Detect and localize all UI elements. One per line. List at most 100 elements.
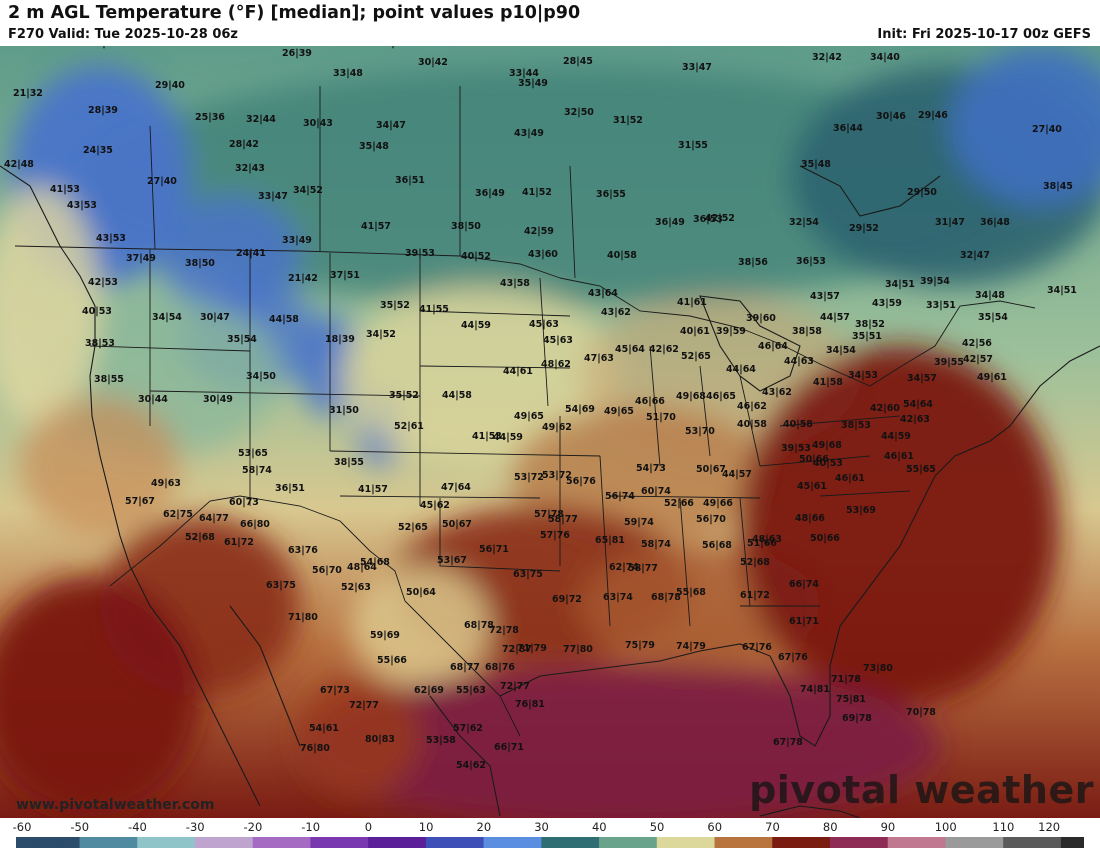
point-value-label: 46|62 xyxy=(737,401,767,412)
colorbar-segment xyxy=(558,837,566,848)
colorbar-segment xyxy=(928,837,935,848)
point-value-label: 62|74 xyxy=(609,562,639,573)
colorbar-segment xyxy=(962,837,970,848)
point-value-label: 55|68 xyxy=(676,587,706,598)
point-value-label: 30|49 xyxy=(203,394,233,405)
point-value-label: 46|64 xyxy=(758,341,788,352)
colorbar-segment xyxy=(189,837,196,848)
colorbar-tick-label: -50 xyxy=(70,820,90,834)
colorbar-segment xyxy=(321,837,329,848)
point-value-label: 38|50 xyxy=(451,221,481,232)
colorbar-segment xyxy=(916,837,923,848)
point-value-label: 57|76 xyxy=(540,530,570,541)
point-value-label: 21|32 xyxy=(13,88,43,99)
point-value-label: 53|58 xyxy=(426,735,456,746)
colorbar-segment xyxy=(783,837,791,848)
colorbar-segment xyxy=(408,837,415,848)
point-value-label: 36|51 xyxy=(395,175,425,186)
point-value-label: 43|62 xyxy=(601,307,631,318)
point-value-label: 35|54 xyxy=(978,312,1008,323)
point-value-label: 54|64 xyxy=(903,399,933,410)
point-value-label: 30|43 xyxy=(303,118,333,129)
mexico-gulf-coast xyxy=(429,695,501,817)
point-value-label: 76|80 xyxy=(300,743,330,754)
point-value-label: 27|41 xyxy=(378,46,408,49)
state-line-18 xyxy=(739,497,751,607)
point-value-label: 29|52 xyxy=(849,223,879,234)
point-value-label: 34|57 xyxy=(907,373,937,384)
point-value-label: 52|68 xyxy=(740,557,770,568)
point-value-label: 48|62 xyxy=(541,359,571,370)
point-value-label: 42|63 xyxy=(900,414,930,425)
colorbar-segment xyxy=(651,837,658,848)
colorbar-segment xyxy=(766,837,773,848)
colorbar-segment xyxy=(1003,837,1010,848)
colorbar-segment xyxy=(356,837,363,848)
colorbar-segment xyxy=(997,837,1004,848)
point-value-label: 59|69 xyxy=(370,630,400,641)
point-value-label: 64|77 xyxy=(199,513,229,524)
colorbar-segment xyxy=(131,837,138,848)
colorbar-segment xyxy=(1072,837,1079,848)
colorbar-segment xyxy=(829,837,837,848)
colorbar-segment xyxy=(171,837,179,848)
point-value-label: 24|41 xyxy=(236,248,266,259)
point-value-label: 39|53 xyxy=(405,248,435,259)
point-value-label: 43|64 xyxy=(588,288,618,299)
point-value-label: 45|63 xyxy=(529,319,559,330)
colorbar-segment xyxy=(119,837,127,848)
colorbar-segment xyxy=(1043,837,1050,848)
state-line-16 xyxy=(609,495,761,499)
colorbar-segment xyxy=(477,837,485,848)
colorbar-segment xyxy=(44,837,52,848)
point-value-label: 75|81 xyxy=(836,694,866,705)
colorbar-segment xyxy=(483,837,490,848)
colorbar-segment xyxy=(506,837,514,848)
point-value-label: 43|53 xyxy=(96,233,126,244)
canada-province-line-4 xyxy=(149,125,156,250)
colorbar-segment xyxy=(350,837,358,848)
colorbar-segment xyxy=(939,837,947,848)
point-value-label: 49|68 xyxy=(676,391,706,402)
point-value-label: 34|50 xyxy=(246,371,276,382)
point-value-label: 34|54 xyxy=(152,312,182,323)
point-value-label: 42|57 xyxy=(963,354,993,365)
point-value-label: 45|62 xyxy=(420,500,450,511)
colorbar-segment xyxy=(870,837,877,848)
point-value-label: 34|54 xyxy=(826,345,856,356)
point-value-label: 68|76 xyxy=(485,662,515,673)
colorbar-segment xyxy=(708,837,716,848)
cuba-coast xyxy=(759,805,861,818)
colorbar-tick-label: 30 xyxy=(534,820,549,834)
point-value-label: 40|53 xyxy=(82,306,112,317)
point-value-label: 32|43 xyxy=(235,163,265,174)
colorbar-segment xyxy=(760,837,768,848)
temperature-field-blobs xyxy=(0,46,1100,818)
point-value-label: 33|44 xyxy=(509,68,539,79)
point-value-label: 42|62 xyxy=(649,344,679,355)
point-value-label: 67|78 xyxy=(773,737,803,748)
point-value-label: 35|49 xyxy=(518,78,548,89)
colorbar-segment xyxy=(102,837,109,848)
colorbar-segment xyxy=(73,837,81,848)
colorbar-segment xyxy=(264,837,271,848)
colorbar-segment xyxy=(622,837,629,848)
colorbar-tick-label: 90 xyxy=(880,820,896,834)
point-value-label: 52|63 xyxy=(341,582,371,593)
point-value-label: 21|31 xyxy=(89,46,119,49)
colorbar-tick-label: 80 xyxy=(822,820,838,834)
colorbar-segment xyxy=(39,837,46,848)
point-value-label: 38|50 xyxy=(185,258,215,269)
colorbar-segment xyxy=(241,837,248,848)
colorbar-segment xyxy=(85,837,92,848)
point-value-label: 54|73 xyxy=(636,463,666,474)
point-value-label: 42|60 xyxy=(870,403,900,414)
point-value-label: 29|46 xyxy=(918,110,948,121)
colorbar-segment xyxy=(858,837,866,848)
point-value-label: 42|53 xyxy=(88,277,118,288)
colorbar-segment xyxy=(604,837,612,848)
point-value-label: 54|62 xyxy=(456,760,486,771)
colorbar-tick-label: -40 xyxy=(128,820,147,834)
point-value-label: 39|55 xyxy=(934,357,964,368)
point-value-label: 72|87 xyxy=(502,644,532,655)
